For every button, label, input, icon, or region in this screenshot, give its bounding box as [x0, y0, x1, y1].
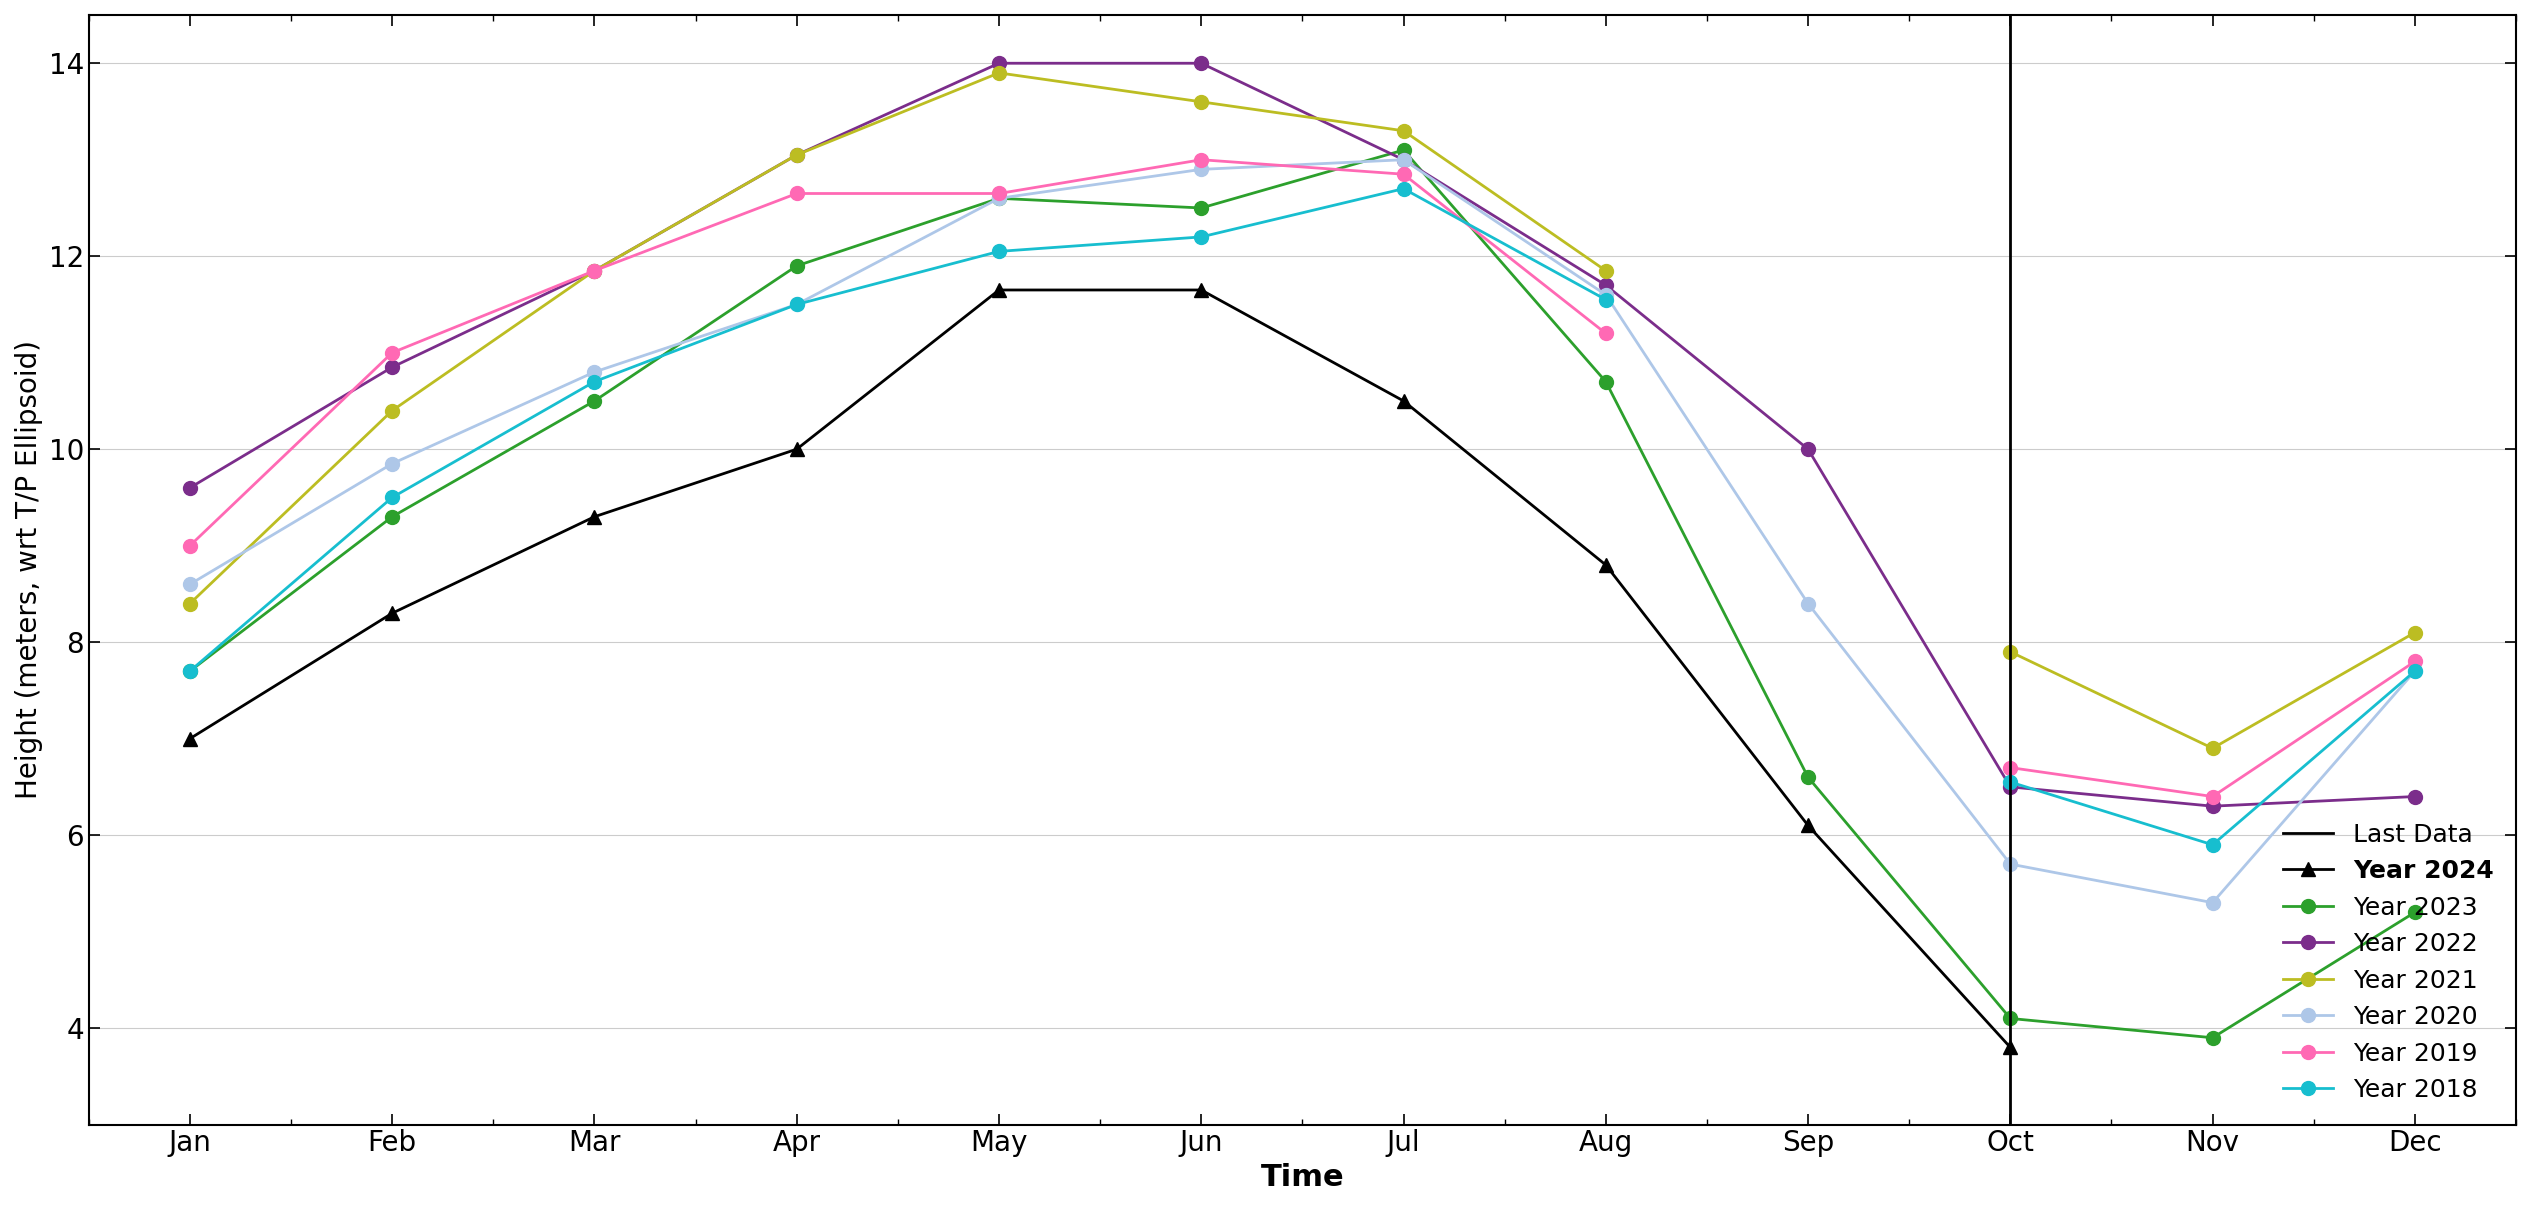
- Legend: Last Data, Year 2024, Year 2023, Year 2022, Year 2021, Year 2020, Year 2019, Yea: Last Data, Year 2024, Year 2023, Year 20…: [2273, 812, 2503, 1112]
- X-axis label: Time: Time: [1260, 1164, 1344, 1193]
- Y-axis label: Height (meters, wrt T/P Ellipsoid): Height (meters, wrt T/P Ellipsoid): [15, 340, 43, 799]
